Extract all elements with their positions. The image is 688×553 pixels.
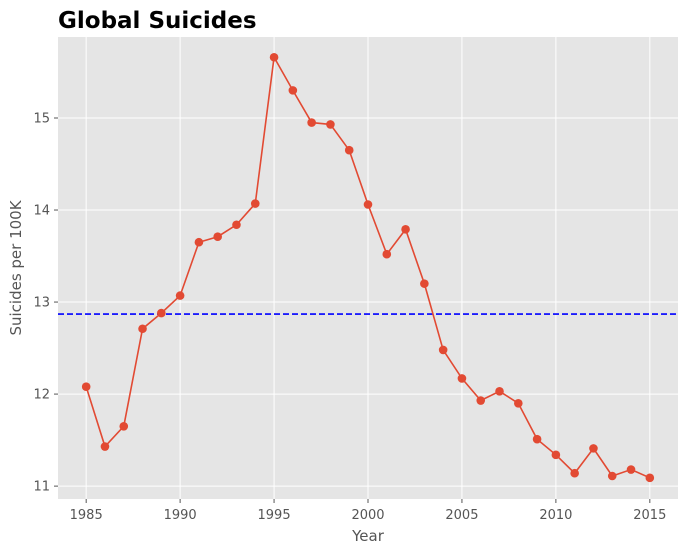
data-point [382,249,392,259]
data-point [438,345,448,355]
data-point [119,421,129,431]
x-tick-label: 2005 [445,508,478,523]
data-point [363,200,373,209]
y-tick-label: 15 [33,111,50,126]
y-axis-label: Suicides per 100K [7,199,25,335]
data-point [344,145,354,155]
x-tick-label: 1995 [258,508,291,523]
chart-title: Global Suicides [58,8,257,34]
x-tick-label: 1985 [70,508,103,523]
x-tick-label: 1990 [164,508,197,523]
data-point [307,118,316,127]
x-tick-label: 2000 [351,508,384,523]
data-point [250,199,260,208]
data-point [401,225,410,234]
data-point [269,52,279,62]
data-point [194,237,204,247]
data-points [81,52,655,483]
data-point [607,471,617,481]
data-point [495,387,504,396]
grid-lines [58,37,678,499]
y-tick-label: 12 [33,388,50,403]
x-tick-label: 2010 [539,508,572,523]
data-point [645,473,655,483]
data-point [532,434,542,444]
data-point [326,120,335,129]
data-point [626,465,636,474]
data-point [138,324,147,334]
data-point [476,396,486,405]
y-tick-label: 13 [33,296,50,311]
data-point [157,308,166,318]
data-point [420,279,429,288]
data-point [100,442,110,451]
data-point [213,232,222,242]
data-point [457,374,467,383]
data-point [589,444,598,453]
y-tick-label: 14 [33,204,50,219]
data-point [81,382,91,392]
x-axis-label: Year [351,527,385,545]
data-point [551,450,561,460]
data-point [514,398,523,408]
data-point [288,86,298,95]
y-tick-label: 11 [33,480,50,495]
data-point [175,291,185,300]
data-point [570,468,579,478]
data-point [232,220,241,230]
x-axis-ticks: 1985 1990 1995 2000 2005 2010 2015 [70,499,666,523]
x-tick-label: 2015 [633,508,666,523]
y-axis-ticks: 11 12 13 14 15 [33,111,58,495]
